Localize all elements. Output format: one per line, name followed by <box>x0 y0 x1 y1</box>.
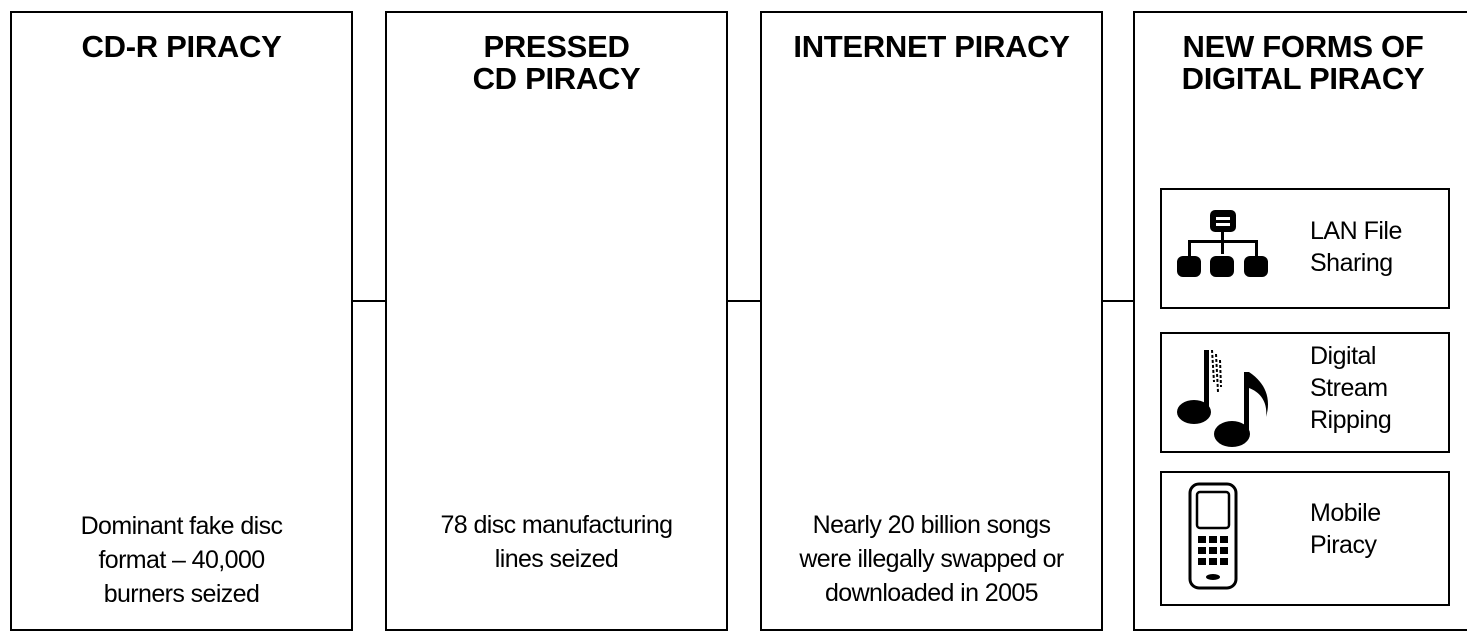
panel-caption: Nearly 20 billion songs were illegally s… <box>799 511 1064 607</box>
panel-new-forms-digital-piracy: NEW FORMS OF DIGITAL PIRACY LAN File Sha… <box>1133 11 1467 631</box>
panel-internet-piracy: INTERNET PIRACY Nearly 20 billion songs … <box>760 11 1103 631</box>
item-label: LAN File Sharing <box>1310 217 1402 277</box>
panel-title: NEW FORMS OF DIGITAL PIRACY <box>1181 29 1425 96</box>
panel-title: PRESSED CD PIRACY <box>472 29 641 96</box>
connector-line <box>728 300 760 302</box>
panel-title: INTERNET PIRACY <box>793 29 1070 64</box>
item-label: Digital Stream Ripping <box>1310 342 1392 434</box>
mobile-piracy-box: Mobile Piracy <box>1160 471 1450 606</box>
panel-pressed-cd-piracy: PRESSED CD PIRACY 78 disc manufacturing … <box>385 11 728 631</box>
panel-title: CD-R PIRACY <box>81 29 282 64</box>
digital-stream-ripping-box: Digital Stream Ripping <box>1160 332 1450 453</box>
mobile-phone-icon <box>1188 482 1238 590</box>
item-label: Mobile Piracy <box>1310 499 1381 559</box>
connector-line <box>1103 300 1133 302</box>
connector-line <box>353 300 385 302</box>
panel-caption: Dominant fake disc format – 40,000 burne… <box>80 512 283 608</box>
panel-caption: 78 disc manufacturing lines seized <box>440 511 674 573</box>
panel-cdr-piracy: CD-R PIRACY Dominant fake disc format – … <box>10 11 353 631</box>
lan-file-sharing-box: LAN File Sharing <box>1160 188 1450 309</box>
music-notes-icon <box>1177 349 1269 447</box>
network-icon <box>1177 210 1268 277</box>
